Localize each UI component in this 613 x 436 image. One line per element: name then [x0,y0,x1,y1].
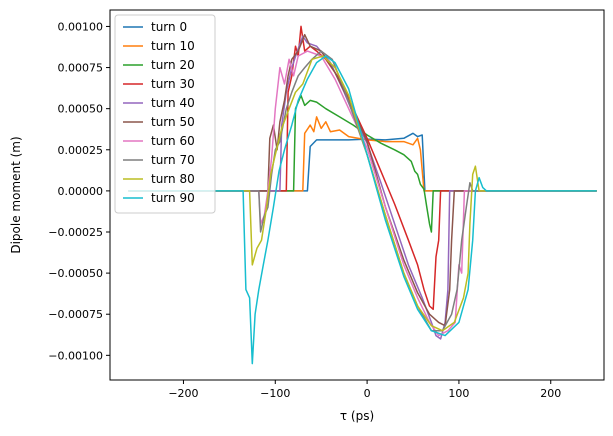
x-tick-label: 100 [448,387,469,400]
legend-entry: turn 50 [151,115,195,129]
series-line-turn-10 [128,116,597,192]
legend-entry: turn 40 [151,96,195,110]
series-line-turn-90 [128,55,597,365]
y-tick-label: 0.00075 [58,62,104,75]
x-tick-label: 0 [364,387,371,400]
x-tick-label: −200 [168,387,198,400]
y-tick-label: 0.00025 [58,144,104,157]
y-tick-label: 0.00000 [58,185,104,198]
series-line-turn-70 [128,50,597,332]
legend-entry: turn 20 [151,58,195,72]
y-tick-label: −0.00075 [48,308,103,321]
legend: turn 0 turn 10 turn 20 turn 30 turn 40 turn 5… [114,14,216,214]
legend-entry: turn 90 [151,191,195,205]
series-line-turn-60 [128,50,597,337]
plot-area-frame [109,9,605,381]
y-tick-label: −0.00050 [48,267,103,280]
x-axis-label: τ (ps) [340,409,374,423]
y-axis-label: Dipole moment (m) [9,136,23,253]
x-tick-label: −100 [260,387,290,400]
series-line-turn-0 [128,132,597,192]
legend-entry: turn 80 [151,172,195,186]
y-tick-label: 0.00050 [58,103,104,116]
y-axis-ticks: −0.00100 −0.00075 −0.00050 −0.00025 0.00000 0… [48,20,110,362]
series-layer [128,25,597,365]
series-line-turn-80 [128,55,597,332]
series-line-turn-20 [128,94,597,233]
legend-entry: turn 0 [151,20,187,34]
legend-entry: turn 30 [151,77,195,91]
x-tick-label: 200 [540,387,561,400]
y-tick-label: −0.00100 [48,349,103,362]
legend-entry: turn 70 [151,153,195,167]
legend-entry: turn 10 [151,39,195,53]
x-axis-ticks: −200 −100 0 100 200 [168,380,561,400]
y-tick-label: 0.00100 [58,20,104,33]
legend-entry: turn 60 [151,134,195,148]
y-tick-label: −0.00025 [48,226,103,239]
series-line-turn-40 [128,35,597,340]
